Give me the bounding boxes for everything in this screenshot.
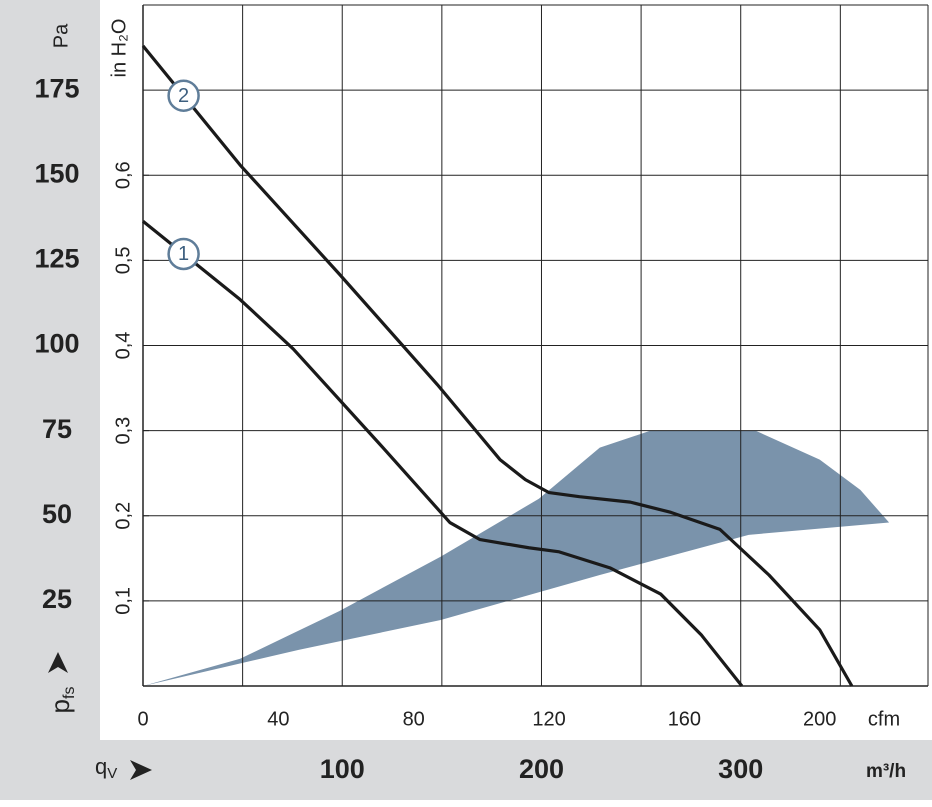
x2-arrow xyxy=(130,760,152,780)
x-tick-label: 0 xyxy=(137,708,148,730)
y-arrow xyxy=(48,652,68,673)
bottom-panel xyxy=(0,740,932,800)
curve-label-circle xyxy=(167,79,200,112)
curve-label-circle xyxy=(167,237,200,271)
x-label: cfm xyxy=(868,708,900,730)
y-tick-label: 50 xyxy=(42,499,72,529)
y-tick-label: 100 xyxy=(34,329,79,359)
x-tick-label: 200 xyxy=(803,708,836,730)
curve xyxy=(141,44,854,687)
y2-tick-label: 0,3 xyxy=(112,417,134,445)
y-tick-label: 25 xyxy=(42,584,72,614)
left-panel xyxy=(0,0,100,740)
curve-label: 2 xyxy=(178,85,189,107)
y2-tick-label: 0,4 xyxy=(112,332,134,360)
curve-label: 1 xyxy=(178,243,189,265)
curve xyxy=(141,219,744,687)
y-symbol-sub: fs xyxy=(61,687,78,699)
y-tick-label: 125 xyxy=(34,244,79,274)
x-tick-label: 160 xyxy=(668,708,701,730)
y-tick-label: 175 xyxy=(34,73,79,103)
y-symbol-base: p xyxy=(45,699,75,713)
y-symbol: pfs xyxy=(45,687,78,714)
y2-tick-label: 0,2 xyxy=(112,502,134,530)
x-tick-label: 120 xyxy=(532,708,565,730)
operating-region xyxy=(143,430,890,686)
y-label: Pa xyxy=(50,23,72,48)
y-tick-label: 150 xyxy=(34,158,79,188)
y-tick-label: 75 xyxy=(42,414,72,444)
x2-tick-label: 200 xyxy=(519,754,564,784)
y2-label: in H₂O xyxy=(108,19,130,78)
x-tick-label: 40 xyxy=(267,708,289,730)
y2-tick-label: 0,6 xyxy=(112,161,134,189)
x2-tick-label: 100 xyxy=(320,754,365,784)
y2-tick-label: 0,1 xyxy=(112,587,134,615)
x2-symbol-base: q xyxy=(95,754,107,779)
y2-tick-label: 0,5 xyxy=(112,246,134,274)
x2-symbol: qV xyxy=(95,754,117,782)
x-tick-label: 80 xyxy=(403,708,425,730)
x2-symbol-sub: V xyxy=(107,765,117,782)
x2-tick-label: 300 xyxy=(718,754,763,784)
x2-label: m³/h xyxy=(866,761,906,782)
